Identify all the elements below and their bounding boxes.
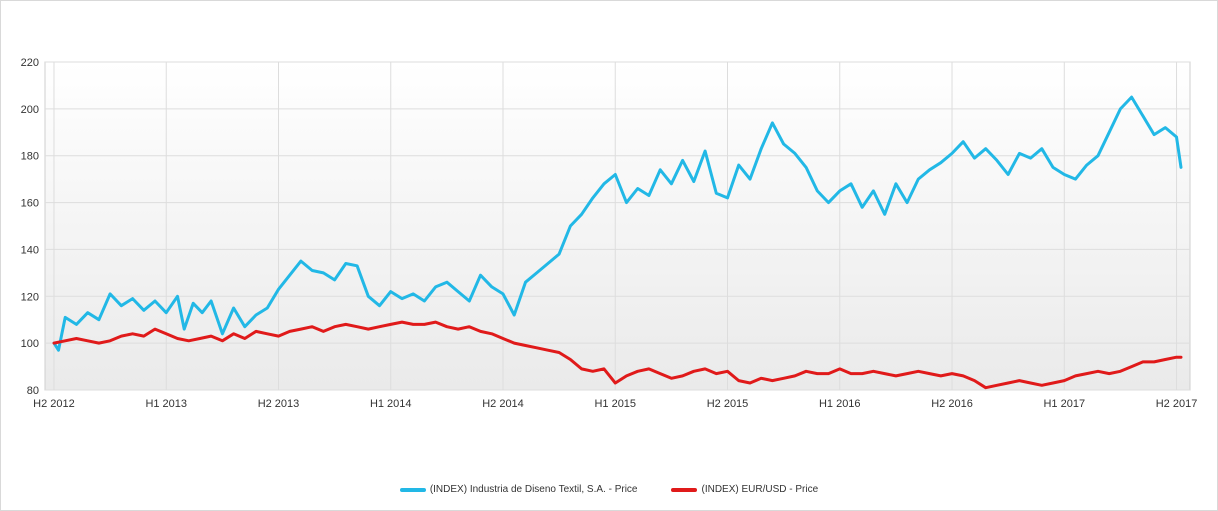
gridlines (45, 61, 1190, 391)
x-tick-label: H1 2017 (1043, 398, 1085, 410)
y-tick-label: 180 (21, 151, 39, 163)
legend-swatch-eurusd (671, 487, 698, 492)
x-axis-ticks: H2 2012 H1 2013 H2 2013 H1 2014 H2 2014 H1 20… (33, 398, 1197, 410)
x-tick-label: H1 2013 (145, 398, 187, 410)
legend: (INDEX) Industria de Diseno Textil, S.A.… (0, 484, 1218, 495)
y-tick-label: 200 (21, 104, 39, 116)
y-tick-label: 160 (21, 198, 39, 210)
plot-area (44, 61, 1191, 391)
y-tick-label: 80 (27, 385, 39, 397)
x-tick-label: H2 2012 (33, 398, 75, 410)
x-tick-label: H1 2015 (594, 398, 636, 410)
x-tick-label: H2 2016 (931, 398, 973, 410)
legend-label-eurusd: (INDEX) EUR/USD - Price (701, 484, 819, 495)
x-tick-label: H2 2017 (1156, 398, 1198, 410)
x-tick-label: H2 2013 (258, 398, 300, 410)
y-tick-label: 100 (21, 338, 39, 350)
x-tick-label: H1 2016 (819, 398, 861, 410)
legend-item-eurusd[interactable]: (INDEX) EUR/USD - Price (671, 484, 818, 495)
legend-item-inditex[interactable]: (INDEX) Industria de Diseno Textil, S.A.… (399, 484, 638, 495)
series-lines (52, 95, 1183, 390)
y-tick-label: 140 (21, 244, 39, 256)
x-tick-label: H2 2014 (482, 398, 524, 410)
series-line-eurusd (52, 320, 1183, 390)
legend-label-inditex: (INDEX) Industria de Diseno Textil, S.A.… (429, 484, 638, 495)
x-tick-label: H2 2015 (707, 398, 749, 410)
y-tick-label: 220 (21, 57, 39, 69)
y-tick-label: 120 (21, 291, 39, 303)
legend-swatch-inditex (399, 487, 426, 492)
x-tick-label: H1 2014 (370, 398, 412, 410)
y-axis-ticks: 80 100 120 140 160 180 200 220 (21, 57, 39, 397)
series-line-inditex (52, 95, 1183, 352)
